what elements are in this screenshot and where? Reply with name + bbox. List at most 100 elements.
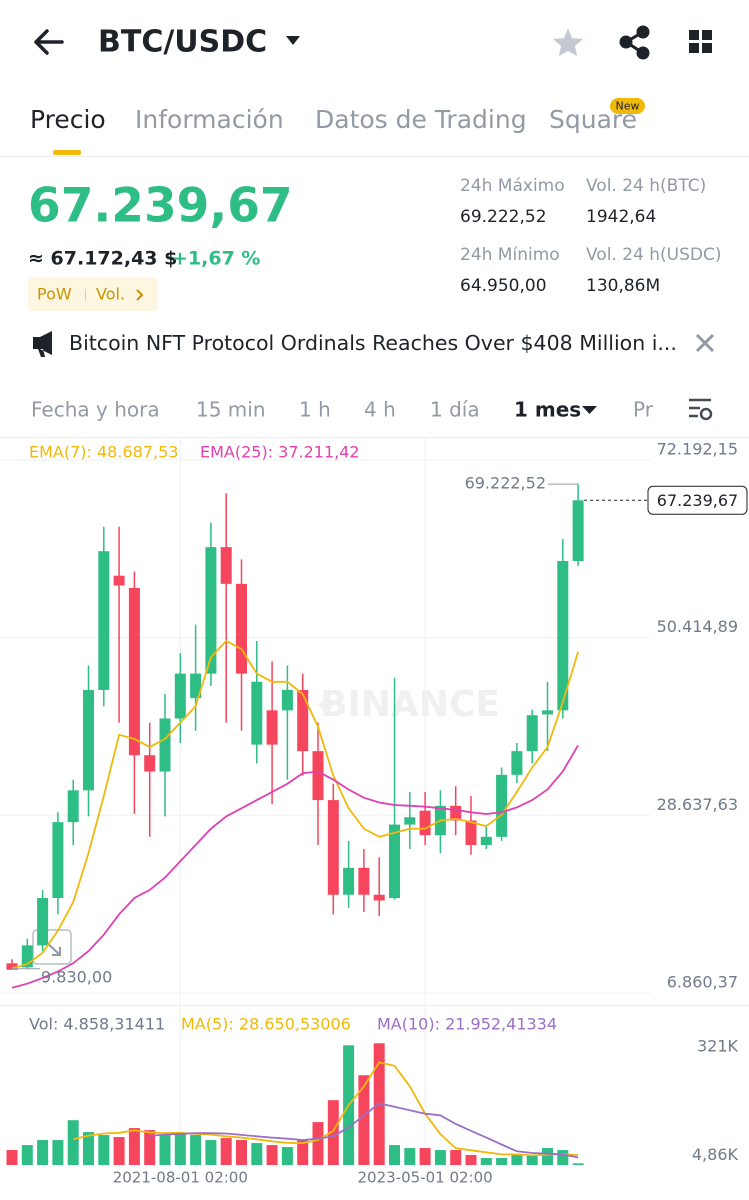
stat-label: 24h Mínimo <box>460 245 560 265</box>
candle-body <box>511 751 523 775</box>
tab[interactable]: Datos de Trading <box>315 105 527 134</box>
candle-body <box>542 710 553 715</box>
candle-body <box>373 894 385 901</box>
chart-settings[interactable] <box>689 398 713 421</box>
candle-body <box>220 547 232 584</box>
volume-bar <box>358 1075 370 1165</box>
news-icon <box>33 331 52 357</box>
volume-bar <box>526 1155 538 1165</box>
price-change: +1,67 % <box>172 248 260 270</box>
volume-bar <box>174 1133 186 1165</box>
stat-value: 69.222,52 <box>460 207 547 227</box>
volume-bar <box>404 1148 416 1165</box>
share-icon[interactable] <box>619 25 650 60</box>
tag: PoW <box>37 285 72 304</box>
new-badge <box>610 98 645 114</box>
tab[interactable]: Precio <box>30 105 106 134</box>
y-tick-label: 72.192,15 <box>657 439 738 458</box>
y-tick-label: 321K <box>697 1037 739 1056</box>
candle-body <box>144 755 156 772</box>
high-label: 69.222,52 <box>465 474 546 493</box>
candle-body <box>236 583 247 674</box>
fiat-price: ≈ 67.172,43 $ <box>28 248 177 270</box>
pair-dropdown[interactable] <box>286 36 300 45</box>
candle-body <box>404 817 416 825</box>
volume-bar <box>98 1135 110 1165</box>
volume-bar <box>52 1140 64 1165</box>
interval[interactable]: Pr <box>633 398 654 422</box>
ema-line <box>11 744 579 989</box>
volume-bar <box>480 1158 492 1165</box>
volume-bar <box>21 1145 33 1165</box>
interval[interactable]: 1 mes <box>514 398 581 422</box>
stat-label: Vol. 24 h(BTC) <box>586 176 706 196</box>
volume-bar <box>251 1143 263 1165</box>
pair-title[interactable]: BTC/USDC <box>98 25 267 60</box>
candle-body <box>159 718 171 772</box>
candle-body <box>297 689 309 752</box>
volume-bar <box>465 1155 477 1165</box>
favorite-icon[interactable] <box>553 28 583 56</box>
stat-value: 1942,64 <box>586 207 656 227</box>
y-tick-label: 6.860,37 <box>667 973 738 992</box>
candle-body <box>52 822 64 899</box>
volume-bar <box>542 1148 553 1165</box>
candle-body <box>389 824 400 899</box>
candle-body <box>557 561 569 711</box>
ema-line <box>11 639 579 970</box>
close-news[interactable] <box>695 333 715 353</box>
interval[interactable]: 1 h <box>299 398 331 422</box>
volume-bar <box>297 1140 309 1165</box>
volume-bar <box>281 1147 293 1165</box>
stat-label: Vol. 24 h(USDC) <box>586 245 722 265</box>
interval[interactable]: Fecha y hora <box>31 398 160 422</box>
volume-bar <box>266 1145 278 1165</box>
interval[interactable]: 4 h <box>364 398 396 422</box>
news-headline[interactable]: Bitcoin NFT Protocol Ordinals Reaches Ov… <box>69 331 677 355</box>
divider <box>0 156 749 157</box>
volume-bar <box>83 1132 94 1165</box>
volume-bar <box>327 1100 339 1165</box>
candle-body <box>205 547 217 674</box>
stat-label: 24h Máximo <box>460 176 565 196</box>
legend-entry: MA(10): 21.952,41334 <box>377 1015 557 1034</box>
candle-body <box>465 820 477 845</box>
candle-body <box>67 790 79 823</box>
divider <box>0 1005 749 1006</box>
tag-divider <box>85 289 86 301</box>
divider <box>0 437 749 438</box>
candle-body <box>266 710 278 745</box>
volume-bar <box>113 1137 125 1165</box>
ma-line <box>72 1061 579 1157</box>
x-tick-label: 2023-05-01 02:00 <box>358 1169 493 1187</box>
volume-bar <box>128 1128 140 1165</box>
tag: Vol. <box>96 285 125 304</box>
tab[interactable]: Información <box>135 105 284 134</box>
candle-body <box>358 867 370 895</box>
volume-bar <box>159 1135 171 1165</box>
volume-bar <box>6 1150 18 1165</box>
volume-bar <box>389 1145 400 1165</box>
candle-body <box>572 500 584 562</box>
low-label: 9.830,00 <box>41 967 112 986</box>
candle-body <box>251 681 263 745</box>
candle-body <box>312 751 324 801</box>
candle-body <box>450 805 462 821</box>
back-button[interactable] <box>34 29 64 55</box>
menu-icon[interactable] <box>689 30 712 53</box>
interval[interactable]: 1 día <box>430 398 480 422</box>
candle-body <box>6 963 18 970</box>
tag-badge[interactable] <box>28 277 158 311</box>
volume-bar <box>511 1155 523 1165</box>
watermark-logo <box>318 697 334 713</box>
volume-bar <box>236 1140 247 1165</box>
y-tick-label: 28.637,63 <box>657 795 738 814</box>
interval[interactable]: 15 min <box>196 398 266 422</box>
candle-body <box>281 689 293 711</box>
volume-bar <box>37 1140 49 1165</box>
volume-bar <box>419 1148 431 1165</box>
interval-dropdown[interactable] <box>582 406 597 414</box>
legend-entry: MA(5): 28.650,53006 <box>181 1015 351 1034</box>
stat-value: 130,86M <box>586 276 660 296</box>
